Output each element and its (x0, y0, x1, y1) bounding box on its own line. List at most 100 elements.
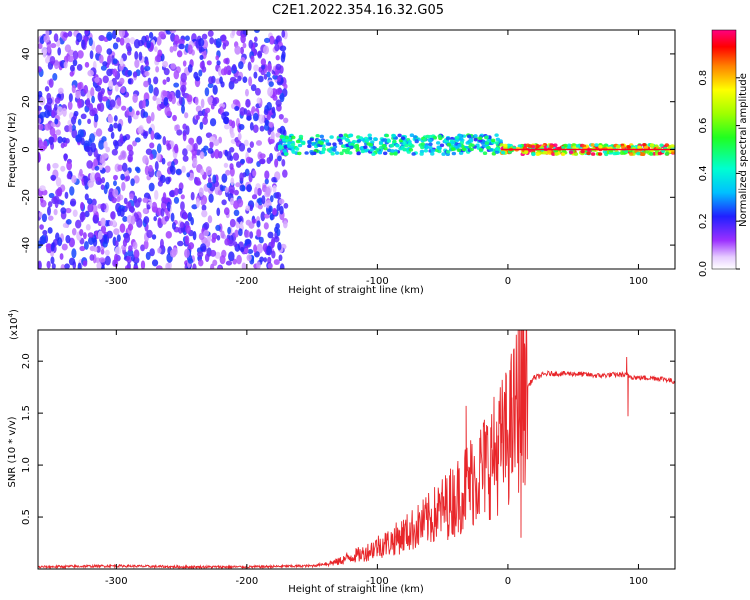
heatmap-cell (82, 232, 87, 240)
heatmap-cell (549, 144, 554, 149)
heatmap-cell (132, 241, 138, 250)
heatmap-cell (283, 152, 289, 156)
heatmap-cell (234, 229, 239, 238)
heatmap-cell (268, 121, 274, 128)
heatmap-cell (137, 197, 142, 203)
heatmap-cell (128, 149, 134, 157)
heatmap-cell (334, 151, 340, 155)
x-tick-label: -100 (366, 576, 389, 587)
heatmap-cell (64, 263, 70, 269)
heatmap-cell (156, 170, 162, 178)
heatmap-cell (127, 223, 134, 231)
heatmap-cell (173, 82, 180, 88)
heatmap-cell (176, 129, 183, 136)
heatmap-cell (143, 239, 149, 250)
heatmap-cell (198, 232, 205, 241)
heatmap-cell (45, 243, 52, 249)
heatmap-cell (238, 61, 244, 70)
heatmap-cell (85, 224, 91, 231)
heatmap-cell (268, 81, 274, 87)
heatmap-cell (217, 190, 223, 196)
y-tick-label: 1.0 (21, 457, 32, 473)
heatmap-cell (97, 91, 103, 102)
heatmap-cell (221, 173, 228, 183)
heatmap-cell (278, 140, 283, 145)
heatmap-cell (107, 55, 112, 66)
heatmap-cell (185, 224, 191, 234)
heatmap-cell (266, 101, 272, 111)
heatmap-cell (219, 34, 227, 42)
heatmap-cell (198, 38, 205, 47)
heatmap-cell (216, 235, 221, 241)
heatmap-cell (41, 46, 48, 56)
heatmap-cell (535, 144, 540, 148)
heatmap-cell (446, 142, 452, 147)
heatmap-cell (121, 105, 127, 111)
heatmap-cell (244, 88, 249, 97)
heatmap-cell (46, 206, 51, 216)
heatmap-cell (247, 61, 252, 71)
heatmap-cell (390, 149, 395, 153)
heatmap-cell (197, 251, 204, 258)
heatmap-cell (204, 87, 210, 97)
heatmap-cell (50, 256, 55, 265)
heatmap-cell (261, 195, 266, 205)
heatmap-cell (156, 152, 161, 162)
heatmap-cell (170, 63, 176, 70)
heatmap-cell (132, 256, 140, 264)
heatmap-cell (178, 38, 185, 45)
heatmap-cell (232, 258, 237, 265)
heatmap-cell (204, 253, 210, 263)
heatmap-cell (84, 30, 89, 36)
colorbar-tick-label: 0.6 (698, 118, 709, 134)
heatmap-cell (366, 142, 371, 146)
heatmap-cell (274, 44, 280, 52)
heatmap-cell (60, 142, 65, 149)
x-tick-label: 0 (505, 276, 511, 287)
heatmap-cell (252, 170, 257, 177)
heatmap-cell (100, 264, 105, 269)
heatmap-cell (48, 136, 55, 144)
colorbar: 0.0 0.2 0.4 0.6 0.8 Normalized spectral ampl… (698, 29, 749, 277)
heatmap-cell (107, 115, 114, 124)
heatmap-cell (127, 50, 132, 56)
heatmap-cell (210, 263, 215, 269)
heatmap-cell (103, 140, 108, 149)
heatmap-cell (228, 80, 235, 90)
heatmap-cell (560, 152, 566, 157)
heatmap-cell (86, 160, 93, 169)
heatmap-cell (203, 112, 208, 119)
heatmap-cell (148, 164, 153, 172)
heatmap-cell (97, 230, 103, 240)
heatmap-cell (337, 138, 342, 143)
heatmap-cell (94, 172, 101, 182)
heatmap-cell (231, 120, 236, 129)
heatmap-cell (254, 186, 258, 197)
heatmap-cell (111, 148, 118, 156)
heatmap-cell (275, 132, 281, 138)
heatmap-cell (59, 253, 64, 260)
heatmap-cell (239, 221, 244, 230)
heatmap-cell (66, 161, 72, 171)
heatmap-cell (69, 186, 75, 196)
heatmap-cell (106, 31, 113, 41)
heatmap-cell (149, 248, 155, 257)
heatmap-cell (39, 224, 44, 230)
heatmap-cell (98, 164, 103, 171)
heatmap-cell (144, 71, 150, 77)
heatmap-cell (135, 110, 140, 116)
heatmap-cell (140, 244, 146, 252)
heatmap-cell (52, 162, 59, 169)
heatmap-cell (97, 103, 101, 112)
heatmap-cell (377, 150, 383, 155)
heatmap-cell (215, 224, 221, 231)
heatmap-cell (332, 144, 338, 149)
heatmap-cell (199, 54, 204, 61)
heatmap-cell (100, 87, 105, 95)
heatmap-cell (276, 203, 281, 211)
heatmap-cell (102, 61, 108, 67)
heatmap-cell (245, 205, 250, 212)
heatmap-cell (524, 150, 529, 154)
heatmap-cell (310, 151, 315, 156)
